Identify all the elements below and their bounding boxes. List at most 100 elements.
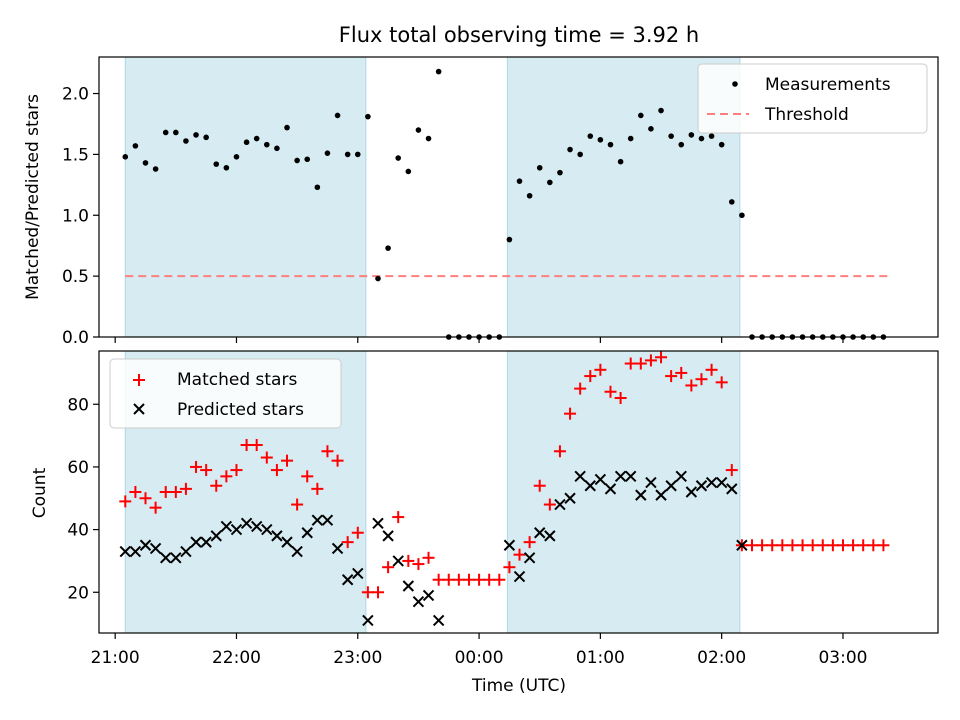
legend-predicted-marker <box>133 403 145 415</box>
predicted-star-stroke-b <box>554 498 566 511</box>
bottom-legend: Matched stars Predicted stars <box>109 358 342 429</box>
top-y-axis-label: Matched/Predicted stars <box>23 94 43 300</box>
bottom-y-tick-label: 60 <box>67 458 89 478</box>
predicted-star-point <box>149 542 162 555</box>
matched-star-point <box>483 573 496 586</box>
matched-star-point <box>614 392 627 404</box>
predicted-star-stroke-b <box>149 542 162 555</box>
predicted-star-stroke-b <box>604 483 617 495</box>
top-y-tick-label: 0.5 <box>62 267 89 287</box>
matched-star-point <box>857 539 870 552</box>
predicted-star-point <box>200 536 212 548</box>
top-shaded-intervals <box>124 56 741 338</box>
matched-star-point <box>786 539 799 552</box>
bottom-y-tick-label: 80 <box>67 395 89 415</box>
predicted-star-point <box>645 476 657 489</box>
predicted-star-point <box>655 489 667 501</box>
predicted-star-stroke-b <box>432 614 445 627</box>
matched-star-point <box>402 554 415 567</box>
bottom-x-tick-label: 22:00 <box>212 648 261 668</box>
predicted-star-stroke-b <box>291 545 303 558</box>
predicted-star-point <box>614 470 627 483</box>
bottom-y-axis-label: Count <box>30 467 50 518</box>
measurement-point <box>223 164 230 171</box>
predicted-star-point <box>675 470 687 483</box>
measurement-point <box>567 146 573 153</box>
predicted-star-point <box>523 552 536 564</box>
matched-star-point <box>129 486 142 498</box>
predicted-star-stroke-b <box>331 542 344 555</box>
matched-star-point <box>665 370 678 383</box>
measurement-point <box>183 138 189 144</box>
matched-star-point <box>250 439 263 451</box>
top-x-ticks <box>114 337 844 343</box>
matched-star-point <box>240 439 253 451</box>
measurement-point <box>385 245 391 251</box>
matched-star-point <box>826 539 839 552</box>
predicted-star-stroke-b <box>685 486 698 498</box>
predicted-star-point <box>190 536 202 548</box>
predicted-star-stroke-b <box>170 552 182 564</box>
predicted-star-point <box>291 545 303 558</box>
predicted-star-point <box>574 470 586 483</box>
matched-star-point <box>796 539 809 552</box>
bottom-y-tick-label: 40 <box>67 521 89 541</box>
matched-star-point <box>533 479 546 492</box>
measurement-point <box>698 135 705 142</box>
measurement-point <box>638 112 644 119</box>
predicted-star-point <box>554 498 566 511</box>
measurement-point <box>617 158 624 165</box>
predicted-star-stroke-b <box>655 489 667 501</box>
measurement-point <box>718 141 725 148</box>
predicted-star-point <box>240 517 253 530</box>
matched-star-point <box>553 445 566 458</box>
predicted-star-point <box>281 536 293 548</box>
matched-star-point <box>119 495 132 508</box>
bottom-x-tick-label: 03:00 <box>818 648 867 668</box>
predicted-star-stroke-b <box>220 520 233 533</box>
predicted-star-stroke-b <box>594 473 607 486</box>
measurement-point <box>395 155 402 161</box>
predicted-star-stroke-b <box>250 520 263 533</box>
top-y-tick-label: 0.0 <box>62 328 89 348</box>
matched-star-point <box>139 492 152 505</box>
predicted-star-point <box>250 520 263 533</box>
bottom-x-tick-label: 21:00 <box>91 648 140 668</box>
measurement-point <box>193 132 199 138</box>
measurement-point <box>547 179 553 186</box>
predicted-star-point <box>352 567 364 580</box>
predicted-star-stroke-b <box>160 552 172 564</box>
matched-star-point <box>260 451 273 464</box>
matched-star-point <box>331 454 344 467</box>
predicted-star-stroke-b <box>321 514 334 526</box>
predicted-star-point <box>736 539 748 551</box>
measurement-point <box>213 161 220 167</box>
measurement-point <box>304 156 311 163</box>
predicted-star-stroke-b <box>513 570 526 583</box>
matched-star-point <box>321 445 334 458</box>
predicted-star-stroke-b <box>665 480 677 492</box>
top-axes-frame <box>98 56 939 338</box>
bottom-y-axis: 20 40 60 80 <box>67 395 99 603</box>
predicted-star-point <box>170 552 182 564</box>
predicted-star-stroke-b <box>635 489 647 501</box>
predicted-star-stroke-b <box>261 523 273 536</box>
matched-star-point <box>675 366 688 379</box>
matched-star-point <box>503 561 516 574</box>
predicted-star-point <box>341 574 354 586</box>
top-y-tick-label: 1.5 <box>62 145 89 165</box>
measurement-point <box>425 135 432 142</box>
measurement-point <box>415 127 422 133</box>
measurement-point <box>648 126 654 132</box>
measurement-point <box>203 134 209 141</box>
matched-star-point <box>715 376 728 389</box>
matched-star-point <box>382 561 395 574</box>
matched-star-point <box>705 363 718 376</box>
predicted-star-point <box>412 595 425 608</box>
matched-star-point <box>685 379 698 392</box>
measurement-point <box>314 184 321 191</box>
predicted-star-stroke-b <box>382 530 394 542</box>
matched-star-point <box>584 370 597 383</box>
measurement-point <box>132 143 139 149</box>
